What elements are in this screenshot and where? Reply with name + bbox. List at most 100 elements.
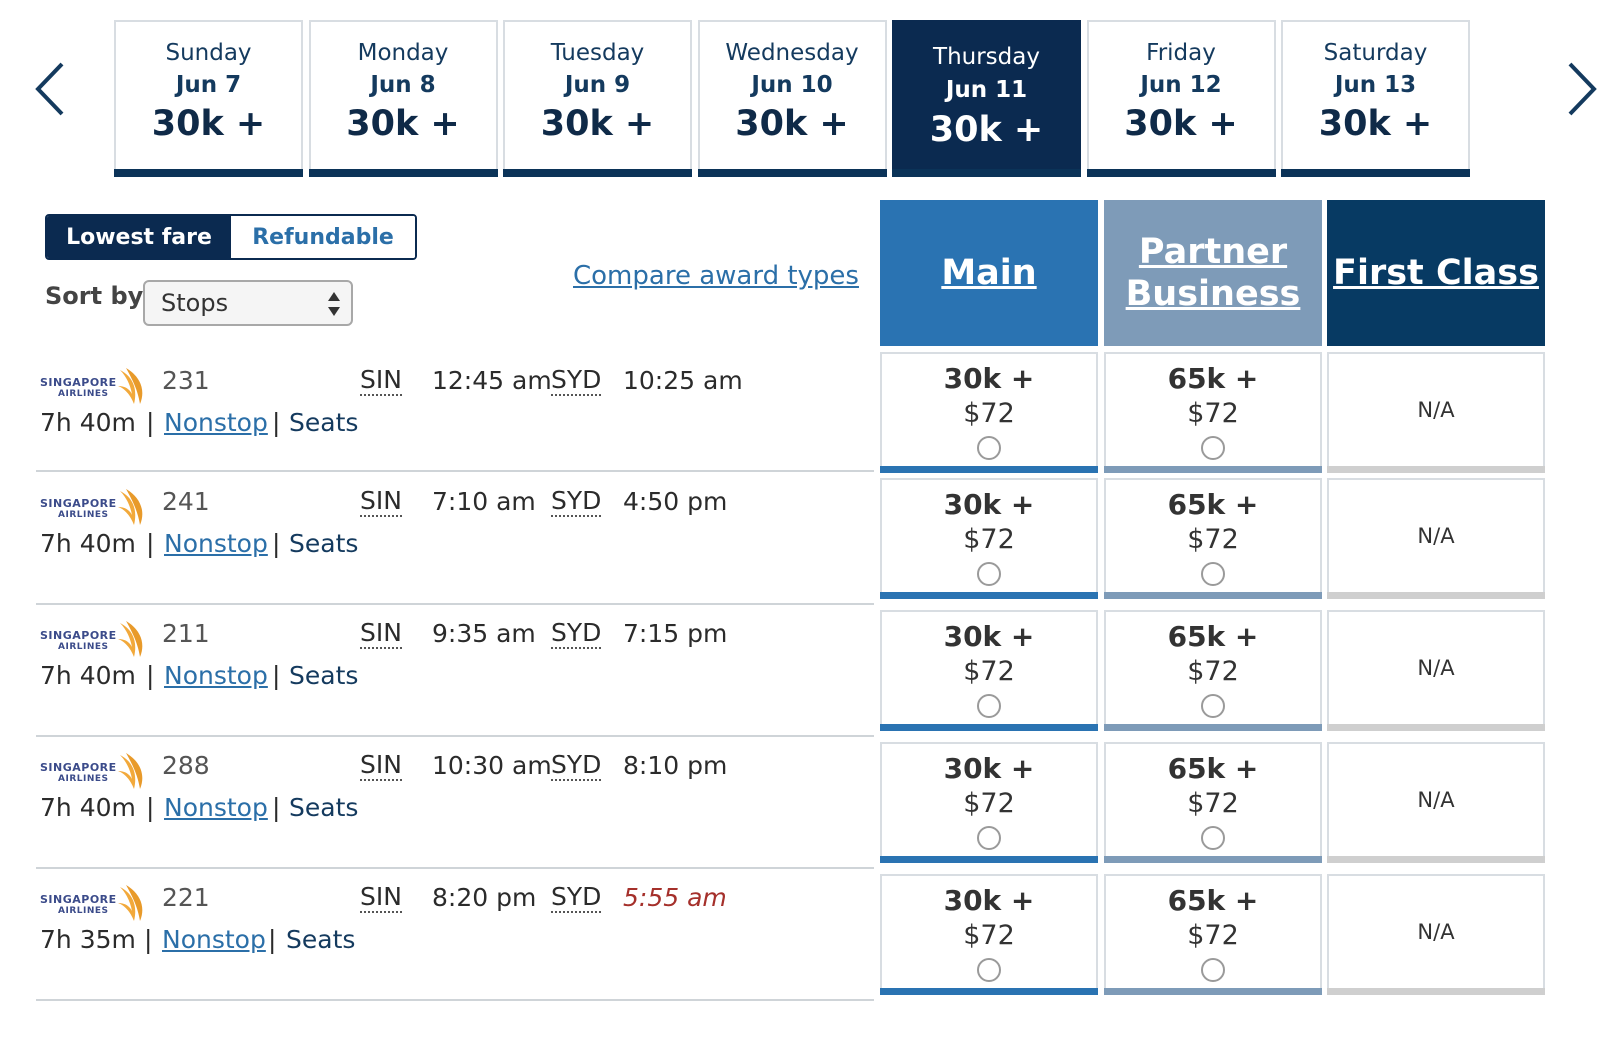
separator: | <box>272 408 281 437</box>
fare-points: 65k + <box>1167 488 1259 521</box>
fare-cell-first-class: N/A <box>1327 610 1545 731</box>
date-month-day: Jun 9 <box>564 72 631 98</box>
destination-airport[interactable]: SYD <box>551 750 602 781</box>
fare-cell-partner-business[interactable]: 65k + $72 <box>1104 352 1322 473</box>
previous-week-button[interactable] <box>28 58 78 128</box>
fare-price: $72 <box>1187 398 1239 429</box>
seats-link[interactable]: Seats <box>289 408 359 437</box>
origin-airport[interactable]: SIN <box>360 486 402 517</box>
origin-airport[interactable]: SIN <box>360 882 402 913</box>
select-fare-radio[interactable] <box>977 958 1001 982</box>
flight-duration: 7h 35m <box>40 925 136 954</box>
cabin-partner-label: Partner Business <box>1126 231 1301 315</box>
origin-airport[interactable]: SIN <box>360 750 402 781</box>
singapore-airlines-logo: SINGAPORE AIRLINES <box>40 489 143 525</box>
compare-award-types-link[interactable]: Compare award types <box>573 261 859 291</box>
fare-price: $72 <box>963 398 1015 429</box>
flight-row: SINGAPORE AIRLINES 211 SIN 9:35 am SYD 7:15 … <box>36 605 874 737</box>
seats-link[interactable]: Seats <box>286 925 356 954</box>
fare-price: $72 <box>963 920 1015 951</box>
fare-price: $72 <box>963 788 1015 819</box>
fare-price: $72 <box>1187 920 1239 951</box>
fare-cell-partner-business[interactable]: 65k + $72 <box>1104 610 1322 731</box>
select-fare-radio[interactable] <box>977 562 1001 586</box>
date-tile-4[interactable]: Thursday Jun 11 30k + <box>892 20 1081 177</box>
fare-cell-main[interactable]: 30k + $72 <box>880 874 1098 995</box>
singapore-airlines-logo: SINGAPORE AIRLINES <box>40 621 143 657</box>
origin-airport[interactable]: SIN <box>360 365 402 396</box>
fare-points: 30k + <box>943 884 1035 917</box>
departure-time: 9:35 am <box>432 619 536 648</box>
stops-link[interactable]: Nonstop <box>162 925 266 954</box>
date-tile-6[interactable]: Saturday Jun 13 30k + <box>1281 20 1470 177</box>
flight-row: SINGAPORE AIRLINES 241 SIN 7:10 am SYD 4:50 … <box>36 473 874 605</box>
fare-cell-main[interactable]: 30k + $72 <box>880 478 1098 599</box>
date-tile-3[interactable]: Wednesday Jun 10 30k + <box>697 20 887 177</box>
seats-link[interactable]: Seats <box>289 529 359 558</box>
destination-airport[interactable]: SYD <box>551 365 602 396</box>
fare-cell-partner-business[interactable]: 65k + $72 <box>1104 742 1322 863</box>
fare-price: $72 <box>1187 788 1239 819</box>
select-fare-radio[interactable] <box>1201 436 1225 460</box>
refundable-button[interactable]: Refundable <box>231 216 415 258</box>
origin-airport[interactable]: SIN <box>360 618 402 649</box>
select-fare-radio[interactable] <box>1201 694 1225 718</box>
select-fare-radio[interactable] <box>1201 562 1225 586</box>
cabin-header-main[interactable]: Main <box>880 200 1098 346</box>
date-tile-2[interactable]: Tuesday Jun 9 30k + <box>503 20 692 177</box>
separator: | <box>146 661 155 690</box>
fare-cell-partner-business[interactable]: 65k + $72 <box>1104 478 1322 599</box>
lowest-fare-button[interactable]: Lowest fare <box>47 216 231 258</box>
singapore-airlines-logo: SINGAPORE AIRLINES <box>40 368 143 404</box>
fare-type-toggle: Lowest fare Refundable <box>45 214 417 260</box>
next-week-button[interactable] <box>1562 58 1612 128</box>
sort-select[interactable]: Stops <box>143 280 353 326</box>
select-fare-radio[interactable] <box>1201 826 1225 850</box>
destination-airport[interactable]: SYD <box>551 618 602 649</box>
date-tile-5[interactable]: Friday Jun 12 30k + <box>1086 20 1276 177</box>
svg-text:AIRLINES: AIRLINES <box>58 510 109 520</box>
date-points: 30k + <box>929 110 1044 150</box>
seats-link[interactable]: Seats <box>289 661 359 690</box>
fare-unavailable: N/A <box>1417 920 1455 944</box>
stops-link[interactable]: Nonstop <box>164 661 268 690</box>
fare-cell-main[interactable]: 30k + $72 <box>880 352 1098 473</box>
select-arrows-icon <box>328 292 340 316</box>
flight-duration: 7h 40m <box>40 408 136 437</box>
seats-link[interactable]: Seats <box>289 793 359 822</box>
svg-text:AIRLINES: AIRLINES <box>58 774 109 784</box>
select-fare-radio[interactable] <box>977 826 1001 850</box>
stops-link[interactable]: Nonstop <box>164 408 268 437</box>
separator: | <box>146 793 155 822</box>
destination-airport[interactable]: SYD <box>551 486 602 517</box>
fare-cell-partner-business[interactable]: 65k + $72 <box>1104 874 1322 995</box>
select-fare-radio[interactable] <box>977 694 1001 718</box>
stops-link[interactable]: Nonstop <box>164 529 268 558</box>
select-fare-radio[interactable] <box>1201 958 1225 982</box>
select-fare-radio[interactable] <box>977 436 1001 460</box>
fare-points: 30k + <box>943 620 1035 653</box>
chevron-right-icon <box>1568 62 1597 116</box>
departure-time: 7:10 am <box>432 487 536 516</box>
fare-cell-main[interactable]: 30k + $72 <box>880 742 1098 863</box>
date-tile-1[interactable]: Monday Jun 8 30k + <box>308 20 498 177</box>
arrival-time: 8:10 pm <box>623 751 728 780</box>
date-points: 30k + <box>1124 104 1238 144</box>
arrival-time: 7:15 pm <box>623 619 728 648</box>
svg-text:SINGAPORE: SINGAPORE <box>40 497 117 510</box>
svg-text:SINGAPORE: SINGAPORE <box>40 376 117 389</box>
cabin-header-partner-business[interactable]: Partner Business <box>1104 200 1322 346</box>
cabin-partner-line1: Partner <box>1138 232 1288 272</box>
arrival-time: 5:55 am <box>623 883 727 912</box>
fare-price: $72 <box>963 656 1015 687</box>
cabin-header-first-class[interactable]: First Class <box>1327 200 1545 346</box>
svg-text:SINGAPORE: SINGAPORE <box>40 761 117 774</box>
svg-text:AIRLINES: AIRLINES <box>58 389 109 399</box>
fare-cell-main[interactable]: 30k + $72 <box>880 610 1098 731</box>
separator: | <box>144 925 153 954</box>
destination-airport[interactable]: SYD <box>551 882 602 913</box>
stops-link[interactable]: Nonstop <box>164 793 268 822</box>
date-tile-0[interactable]: Sunday Jun 7 30k + <box>114 20 303 177</box>
date-day: Friday <box>1146 40 1216 66</box>
fare-points: 65k + <box>1167 752 1259 785</box>
